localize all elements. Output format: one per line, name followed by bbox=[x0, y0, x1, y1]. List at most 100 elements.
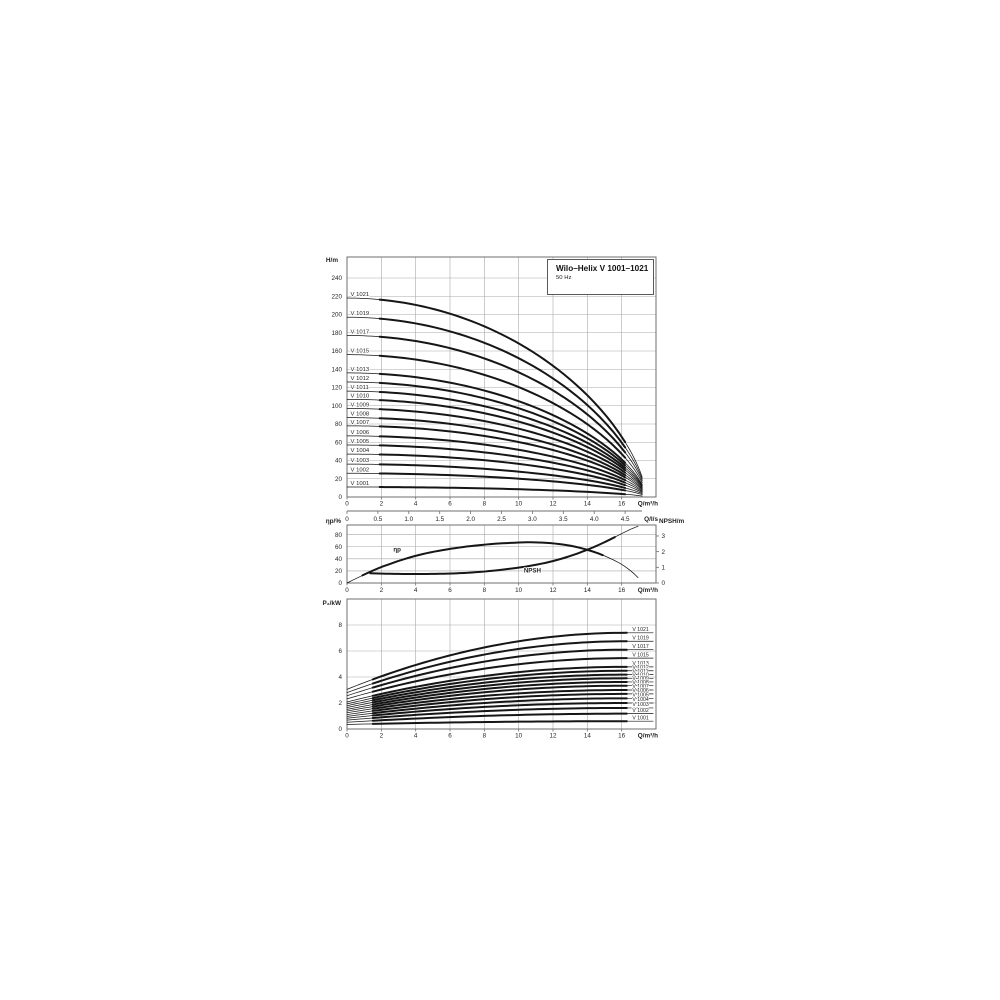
power-x-tick-label: 2 bbox=[380, 733, 384, 740]
eff-y-tick-label: 20 bbox=[335, 568, 343, 575]
head-y-tick-label: 140 bbox=[331, 366, 342, 373]
power-curve bbox=[371, 631, 628, 681]
ls-axis-tick-label: 0 bbox=[345, 516, 349, 523]
power-curve-thin-start bbox=[346, 697, 374, 705]
head-curve bbox=[378, 472, 627, 492]
head-curve bbox=[378, 372, 627, 464]
head-curve-thin-end bbox=[624, 446, 643, 480]
head-curve-thin-start bbox=[346, 297, 380, 300]
eff-x-tick-label: 6 bbox=[448, 587, 452, 594]
head-curve-thin-start bbox=[346, 372, 380, 375]
head-curve-label: V 1012 bbox=[351, 376, 370, 382]
head-curve-label: V 1003 bbox=[351, 458, 370, 464]
power-curve bbox=[371, 673, 628, 702]
head-x-axis-label: Q/m³/h bbox=[638, 501, 658, 508]
head-curve bbox=[378, 425, 627, 479]
npsh-y-axis-label: NPSH/m bbox=[659, 518, 685, 525]
head-curve-label: V 1019 bbox=[351, 311, 370, 317]
eff-chart-border bbox=[346, 524, 657, 584]
power-curve-label: V 1012 bbox=[632, 665, 649, 671]
head-curve-label: V 1009 bbox=[351, 402, 370, 408]
power-curve-label: V 1021 bbox=[632, 627, 649, 633]
power-curve bbox=[371, 640, 628, 685]
eff-curve-thin-end bbox=[614, 525, 639, 538]
npsh-tick-label: 3 bbox=[662, 533, 666, 540]
power-curve-label: V 1001 bbox=[632, 715, 649, 721]
head-curve-thin-start bbox=[346, 398, 380, 401]
head-curve bbox=[378, 486, 627, 496]
head-curve-thin-start bbox=[346, 417, 380, 419]
power-curve-thin-start bbox=[346, 691, 374, 700]
power-curve bbox=[371, 680, 628, 706]
head-curve-label: V 1015 bbox=[351, 349, 370, 355]
power-curve-thin-start bbox=[346, 695, 374, 703]
eff-y-tick-label: 0 bbox=[338, 580, 342, 587]
eff-x-tick-label: 4 bbox=[414, 587, 418, 594]
head-y-axis-label: H/m bbox=[326, 257, 338, 264]
power-curve bbox=[371, 712, 628, 722]
power-curve-thin-start bbox=[346, 723, 374, 725]
head-x-tick-label: 16 bbox=[618, 501, 626, 508]
npsh-tick-label: 2 bbox=[662, 549, 666, 556]
head-curve-thin-end bbox=[624, 457, 643, 484]
power-curve bbox=[371, 702, 628, 717]
head-x-tick-label: 6 bbox=[448, 501, 452, 508]
head-x-tick-label: 2 bbox=[380, 501, 384, 508]
power-curve-label: V 1019 bbox=[632, 635, 649, 641]
power-curve bbox=[371, 684, 628, 708]
head-x-tick-label: 8 bbox=[483, 501, 487, 508]
power-curve-label: V 1010 bbox=[632, 673, 649, 679]
head-y-tick-label: 100 bbox=[331, 403, 342, 410]
power-curve bbox=[371, 665, 628, 697]
power-curve-thin-start bbox=[346, 699, 374, 707]
power-curve bbox=[371, 720, 628, 725]
power-curve-label: V 1011 bbox=[633, 669, 649, 675]
power-x-axis-label: Q/m³/h bbox=[638, 733, 658, 740]
power-curve-label: V 1004 bbox=[632, 697, 649, 703]
power-x-tick-label: 12 bbox=[549, 733, 557, 740]
head-curve bbox=[378, 444, 627, 484]
head-curve-label: V 1013 bbox=[351, 367, 370, 373]
ls-axis-tick-label: 4.0 bbox=[590, 516, 599, 523]
eff-curve-thin-end bbox=[602, 554, 639, 578]
power-x-tick-label: 8 bbox=[483, 733, 487, 740]
ls-axis-tick-label: 1.0 bbox=[404, 516, 413, 523]
head-y-tick-label: 40 bbox=[335, 458, 343, 465]
head-curve-thin-start bbox=[346, 381, 380, 384]
head-curve-thin-start bbox=[346, 390, 380, 393]
power-curve bbox=[371, 689, 628, 710]
head-curve bbox=[378, 335, 627, 454]
head-curve bbox=[378, 453, 627, 487]
head-curve-thin-end bbox=[624, 452, 643, 482]
head-curve-label: V 1017 bbox=[351, 329, 370, 335]
eff-y-axis-label: ηp/% bbox=[326, 518, 342, 525]
head-y-tick-label: 120 bbox=[331, 385, 342, 392]
head-y-tick-label: 80 bbox=[335, 421, 343, 428]
power-curve-thin-start bbox=[346, 679, 374, 690]
eff-x-tick-label: 14 bbox=[584, 587, 592, 594]
head-curve-label: V 1005 bbox=[351, 439, 370, 445]
power-y-tick-label: 0 bbox=[338, 726, 342, 733]
power-curve-thin-start bbox=[346, 704, 374, 710]
head-curve-thin-end bbox=[624, 469, 643, 488]
power-curve-label: V 1013 bbox=[632, 661, 649, 667]
power-x-tick-label: 6 bbox=[448, 733, 452, 740]
head-y-tick-label: 240 bbox=[331, 275, 342, 282]
head-curve-thin-end bbox=[624, 487, 643, 495]
head-x-tick-label: 12 bbox=[549, 501, 557, 508]
head-curve bbox=[378, 408, 627, 474]
head-curve-thin-end bbox=[624, 476, 643, 491]
head-curve-thin-end bbox=[624, 482, 643, 493]
power-y-tick-label: 8 bbox=[338, 622, 342, 629]
head-curve-label: V 1021 bbox=[351, 292, 370, 298]
ls-axis-tick-label: 1.5 bbox=[435, 516, 444, 523]
power-curve-label: V 1008 bbox=[632, 680, 649, 686]
power-curve-thin-start bbox=[346, 683, 374, 693]
head-curve-thin-end bbox=[624, 472, 643, 489]
head-curve-label: V 1004 bbox=[351, 448, 370, 454]
power-x-tick-label: 0 bbox=[345, 733, 349, 740]
head-curve-thin-start bbox=[346, 425, 380, 427]
power-curve-label: V 1003 bbox=[632, 702, 649, 708]
ls-axis-tick-label: 0.5 bbox=[374, 516, 383, 523]
ls-axis-label: Q/l/s bbox=[644, 516, 658, 523]
